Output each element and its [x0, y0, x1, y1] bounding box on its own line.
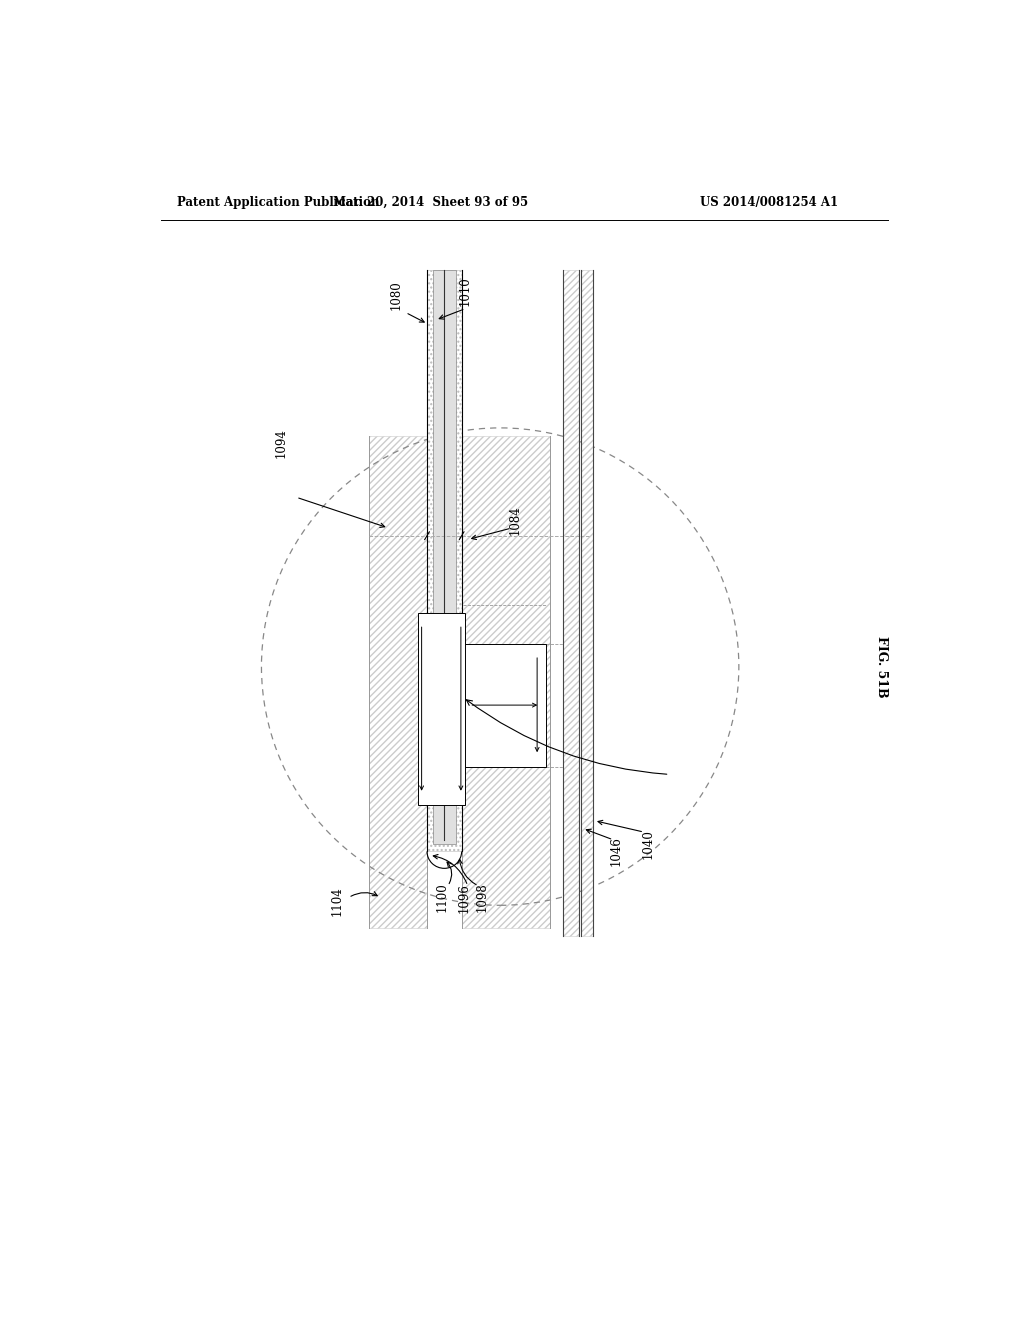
- Text: 1040: 1040: [641, 829, 654, 858]
- Bar: [581, 271, 593, 936]
- Bar: [462, 436, 550, 928]
- Text: 1046: 1046: [609, 837, 623, 866]
- Bar: [370, 436, 427, 928]
- Bar: [427, 271, 462, 851]
- Text: US 2014/0081254 A1: US 2014/0081254 A1: [700, 195, 839, 209]
- Text: Mar. 20, 2014  Sheet 93 of 95: Mar. 20, 2014 Sheet 93 of 95: [333, 195, 528, 209]
- Text: FIG. 51B: FIG. 51B: [874, 636, 888, 697]
- Text: 1100: 1100: [435, 883, 449, 912]
- Bar: [563, 271, 579, 936]
- Bar: [433, 271, 456, 843]
- Text: 1010: 1010: [459, 276, 472, 306]
- Text: 1080: 1080: [390, 281, 402, 310]
- Bar: [462, 436, 550, 928]
- Bar: [581, 271, 593, 936]
- Text: Patent Application Publication: Patent Application Publication: [177, 195, 379, 209]
- Bar: [563, 271, 579, 936]
- Bar: [427, 271, 462, 851]
- Bar: [370, 436, 427, 928]
- Bar: [463, 644, 547, 767]
- Text: 1098: 1098: [476, 883, 488, 912]
- Text: 1094: 1094: [274, 429, 287, 458]
- Bar: [418, 612, 465, 805]
- Text: 1104: 1104: [331, 887, 343, 916]
- Text: 1084: 1084: [509, 506, 522, 535]
- Text: 1096: 1096: [458, 883, 470, 912]
